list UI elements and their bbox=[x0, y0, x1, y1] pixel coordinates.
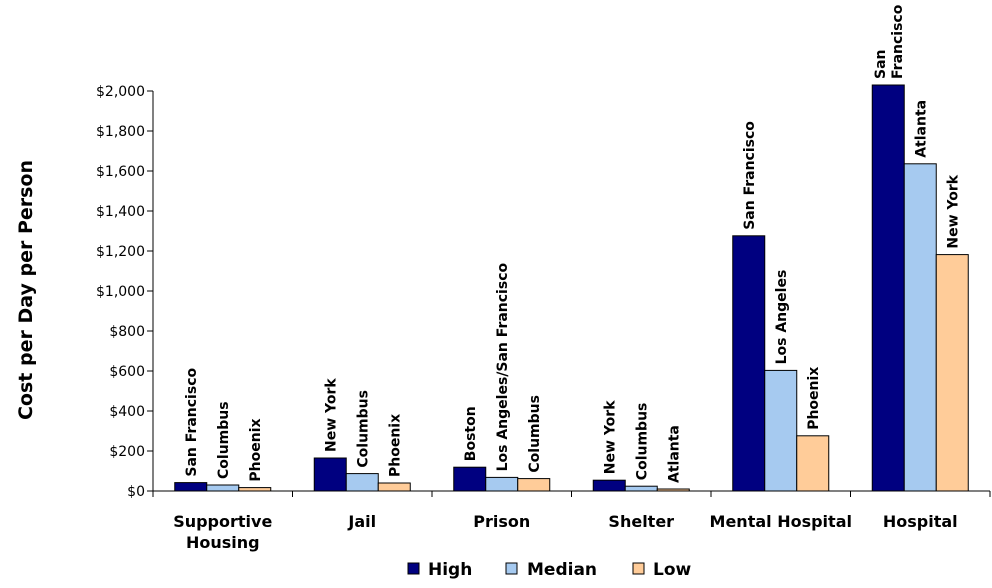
bar-data-label: San Francisco bbox=[742, 121, 758, 230]
bars bbox=[174, 84, 969, 492]
x-category-label: Prison bbox=[473, 512, 530, 531]
bar-data-label: Columbus bbox=[355, 390, 371, 468]
y-tick-label: $200 bbox=[109, 444, 145, 460]
bar-data-label: New York bbox=[602, 400, 618, 474]
legend-swatch-low bbox=[632, 562, 645, 575]
bar-high bbox=[313, 457, 347, 492]
bar-data-label: Los Angeles/San Francisco bbox=[495, 263, 511, 472]
bar-data-label: New York bbox=[945, 174, 961, 248]
bar-median bbox=[764, 369, 798, 492]
bar-low bbox=[656, 488, 690, 492]
bar-median bbox=[624, 485, 658, 492]
y-tick-label: $1,200 bbox=[96, 244, 145, 260]
x-category-label: Jail bbox=[347, 512, 376, 531]
bar-data-label: San bbox=[873, 50, 889, 80]
bar-data-label: Phoenix bbox=[387, 414, 403, 477]
bar-data-label: Phoenix bbox=[248, 418, 264, 481]
bar-data-label: Boston bbox=[463, 406, 479, 461]
y-tick-label: $1,400 bbox=[96, 204, 145, 220]
bar-low bbox=[517, 478, 551, 492]
y-tick-label: $800 bbox=[109, 324, 145, 340]
y-tick-label: $1,600 bbox=[96, 164, 145, 180]
bar-median bbox=[345, 473, 379, 492]
bar-data-label: San Francisco bbox=[184, 368, 200, 477]
bar-low bbox=[238, 487, 272, 492]
bar-high bbox=[453, 466, 487, 492]
legend-swatch-median bbox=[505, 562, 518, 575]
bar-data-label: Phoenix bbox=[806, 367, 822, 430]
x-category-label: Supportive bbox=[173, 512, 272, 531]
bar-high bbox=[732, 235, 766, 492]
legend-swatch-high bbox=[407, 562, 420, 575]
bar-high bbox=[174, 482, 208, 492]
bar-low bbox=[377, 482, 411, 492]
bar-median bbox=[206, 484, 240, 492]
bar-data-label: Columbus bbox=[216, 401, 232, 479]
x-category-label: Mental Hospital bbox=[710, 512, 852, 531]
bar-data-label: Atlanta bbox=[913, 100, 929, 158]
legend-label-high: High bbox=[428, 560, 472, 580]
bar-data-label: Los Angeles bbox=[774, 270, 790, 365]
bar-data-label: Columbus bbox=[634, 403, 650, 481]
bar-median bbox=[903, 163, 937, 492]
legend: High Median Low bbox=[407, 560, 692, 580]
y-tick-label: $1,000 bbox=[96, 284, 145, 300]
bar-low bbox=[935, 254, 969, 492]
axes bbox=[152, 91, 990, 492]
y-axis-title: Cost per Day per Person bbox=[15, 160, 37, 420]
y-tick-label: $2,000 bbox=[96, 84, 145, 100]
legend-label-low: Low bbox=[653, 560, 692, 580]
bar-data-label: Columbus bbox=[527, 395, 543, 473]
bar-median bbox=[485, 476, 519, 492]
y-tick-label: $0 bbox=[127, 484, 145, 500]
x-category-label: Housing bbox=[186, 533, 260, 552]
y-ticks: $0 $200 $400 $600 $800 $1,000 $1,200 $1,400 $1,6… bbox=[96, 84, 991, 500]
y-tick-label: $600 bbox=[109, 364, 145, 380]
bar-high bbox=[871, 84, 905, 492]
bar-labels: San Francisco Columbus Phoenix New York Colu… bbox=[184, 4, 962, 483]
legend-label-median: Median bbox=[527, 560, 597, 580]
bar-low bbox=[796, 435, 830, 492]
y-tick-label: $400 bbox=[109, 404, 145, 420]
category-labels: Supportive Housing Jail Prison Shelter Mental… bbox=[173, 512, 957, 552]
bar-data-label: Atlanta bbox=[666, 425, 682, 483]
x-category-label: Hospital bbox=[883, 512, 958, 531]
bar-data-label: New York bbox=[323, 378, 339, 452]
x-category-label: Shelter bbox=[608, 512, 674, 531]
bar-high bbox=[592, 479, 626, 492]
y-tick-label: $1,800 bbox=[96, 124, 145, 140]
bar-data-label: Francisco bbox=[890, 4, 906, 79]
